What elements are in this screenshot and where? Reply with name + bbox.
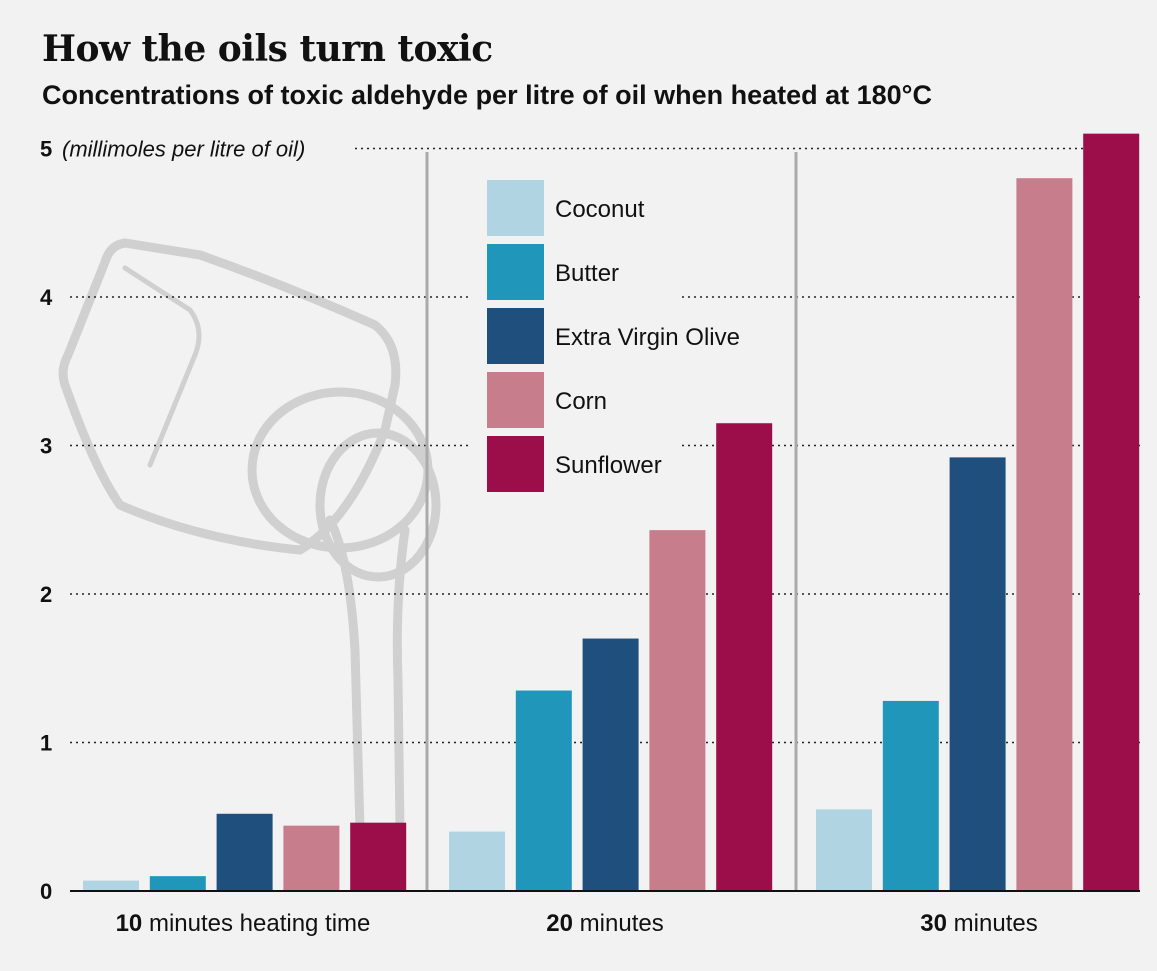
legend-swatch [487, 372, 544, 428]
x-category-label: 20 minutes [546, 910, 663, 937]
bar-coconut [83, 880, 139, 891]
bar-corn [649, 530, 706, 891]
legend-swatch [487, 308, 544, 364]
y-tick-label: 5 [40, 137, 52, 162]
bar-butter [515, 690, 572, 891]
x-category-text: minutes [573, 910, 664, 937]
y-tick-label: 4 [40, 285, 53, 310]
bar-corn [283, 825, 340, 891]
bar-corn [1016, 178, 1073, 891]
legend-label: Butter [555, 260, 619, 287]
legend: Coconut Butter Extra Virgin Olive Corn Sunfl… [468, 168, 740, 513]
legend-label: Sunflower [555, 452, 662, 479]
legend-swatch [487, 436, 544, 492]
bar-extra-virgin-olive [216, 813, 273, 891]
x-category-label: 10 minutes heating time [116, 910, 371, 937]
bar-sunflower [1083, 133, 1140, 891]
chart-subtitle: Concentrations of toxic aldehyde per lit… [42, 80, 932, 110]
group-dividers [425, 152, 798, 891]
bar-butter [882, 700, 939, 891]
legend-label: Corn [555, 388, 607, 415]
legend-label: Coconut [555, 196, 645, 223]
x-category-text: minutes heating time [142, 910, 370, 937]
bar-extra-virgin-olive [582, 638, 639, 891]
bar-coconut [449, 831, 505, 891]
bar-sunflower [350, 822, 407, 891]
y-tick-label: 3 [40, 434, 52, 459]
bar-coconut [816, 809, 872, 891]
x-axis: 10 minutes heating time 20 minutes 30 minu… [116, 910, 1038, 937]
x-category-number: 20 [546, 910, 573, 937]
y-axis: 0 1 2 3 4 5 (millimoles per litre of oil) [40, 137, 1140, 904]
y-tick-label: 0 [40, 879, 52, 904]
chart-title: How the oils turn toxic [42, 28, 493, 70]
y-tick-label: 2 [40, 582, 52, 607]
bars [83, 133, 1140, 891]
legend-swatch [487, 244, 544, 300]
x-category-label: 30 minutes [920, 910, 1037, 937]
x-category-number: 30 [920, 910, 947, 937]
x-category-number: 10 [116, 910, 143, 937]
bar-butter [149, 876, 206, 891]
y-tick-label: 1 [40, 731, 52, 756]
y-axis-unit: (millimoles per litre of oil) [62, 137, 305, 162]
bar-sunflower [716, 423, 773, 891]
x-category-text: minutes [947, 910, 1038, 937]
bar-extra-virgin-olive [949, 457, 1006, 891]
legend-swatch [487, 180, 544, 236]
legend-label: Extra Virgin Olive [555, 324, 740, 351]
